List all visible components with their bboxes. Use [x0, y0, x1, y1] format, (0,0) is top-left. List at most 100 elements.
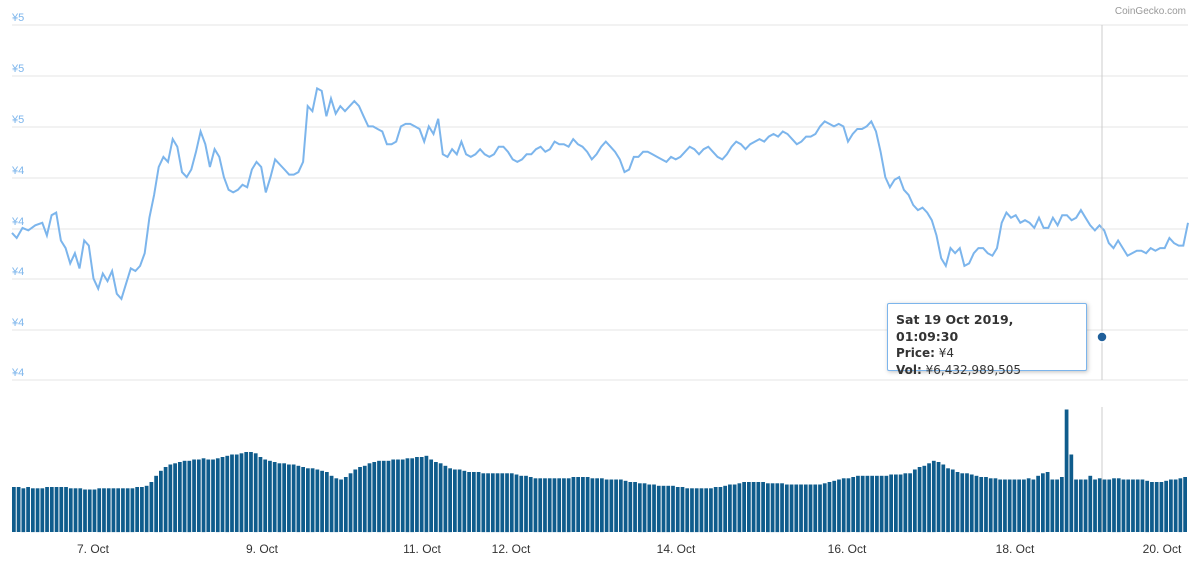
- volume-bar[interactable]: [377, 460, 381, 533]
- volume-bar[interactable]: [704, 488, 709, 533]
- volume-bar[interactable]: [244, 452, 249, 532]
- volume-bar[interactable]: [45, 487, 49, 532]
- volume-bar[interactable]: [1026, 478, 1031, 533]
- volume-bar[interactable]: [1102, 479, 1107, 533]
- volume-bar[interactable]: [813, 484, 818, 533]
- volume-bar[interactable]: [1135, 479, 1140, 533]
- volume-bar[interactable]: [268, 460, 272, 533]
- volume-bar[interactable]: [462, 470, 467, 533]
- volume-bar[interactable]: [339, 479, 343, 533]
- volume-bar[interactable]: [1003, 479, 1007, 533]
- hover-marker[interactable]: [1096, 331, 1108, 343]
- volume-bar[interactable]: [557, 478, 562, 533]
- volume-bar[interactable]: [803, 484, 808, 533]
- volume-bar[interactable]: [1083, 479, 1088, 533]
- volume-bar[interactable]: [590, 478, 595, 533]
- volume-bar[interactable]: [49, 487, 54, 532]
- volume-bar[interactable]: [931, 460, 936, 533]
- volume-bar[interactable]: [856, 475, 860, 533]
- volume-bar[interactable]: [1093, 479, 1097, 533]
- volume-bar[interactable]: [1050, 479, 1055, 533]
- volume-bar[interactable]: [519, 475, 524, 533]
- volume-bar[interactable]: [984, 477, 988, 532]
- volume-bar[interactable]: [974, 475, 979, 533]
- volume-bar[interactable]: [177, 462, 182, 532]
- volume-bar[interactable]: [552, 478, 557, 533]
- volume-bar[interactable]: [448, 468, 452, 533]
- volume-bar[interactable]: [912, 469, 917, 533]
- volume-bar[interactable]: [106, 488, 111, 533]
- volume-bar[interactable]: [652, 484, 656, 533]
- price-series[interactable]: [11, 86, 1189, 301]
- volume-bar[interactable]: [756, 482, 761, 532]
- volume-bar[interactable]: [1055, 479, 1059, 533]
- volume-bar[interactable]: [83, 489, 87, 533]
- volume-bar[interactable]: [637, 483, 642, 533]
- volume-bar[interactable]: [239, 453, 244, 533]
- volume-bar[interactable]: [955, 472, 960, 532]
- volume-bar[interactable]: [476, 472, 481, 532]
- volume-bar[interactable]: [135, 487, 140, 532]
- volume-bar[interactable]: [917, 467, 922, 532]
- volume-bar[interactable]: [381, 460, 386, 533]
- volume-bar[interactable]: [851, 477, 856, 532]
- volume-bar[interactable]: [391, 459, 396, 533]
- volume-bar[interactable]: [495, 473, 500, 533]
- volume-bar[interactable]: [144, 485, 149, 533]
- volume-bar[interactable]: [547, 478, 552, 533]
- volume-bar[interactable]: [1012, 479, 1017, 533]
- volume-bar[interactable]: [780, 483, 784, 533]
- volume-bar[interactable]: [898, 474, 903, 533]
- volume-bar[interactable]: [453, 469, 457, 533]
- volume-bar[interactable]: [320, 470, 324, 533]
- volume-bar[interactable]: [187, 460, 192, 533]
- volume-bar[interactable]: [1178, 478, 1183, 533]
- volume-bar[interactable]: [765, 483, 770, 533]
- volume-bar[interactable]: [1183, 477, 1187, 532]
- volume-bar[interactable]: [424, 455, 429, 533]
- volume-bar[interactable]: [846, 478, 851, 533]
- volume-bar[interactable]: [709, 488, 713, 533]
- volume-bar[interactable]: [159, 470, 163, 533]
- volume-bar[interactable]: [434, 462, 438, 532]
- volume-bar[interactable]: [1064, 409, 1069, 533]
- volume-bar[interactable]: [927, 463, 931, 533]
- volume-bar[interactable]: [438, 463, 443, 533]
- volume-bar[interactable]: [310, 468, 315, 533]
- volume-bar[interactable]: [713, 487, 718, 532]
- volume-bar[interactable]: [291, 464, 296, 533]
- volume-bar[interactable]: [690, 488, 694, 533]
- volume-bar[interactable]: [950, 469, 955, 533]
- volume-bar[interactable]: [182, 460, 187, 533]
- volume-bar[interactable]: [1041, 473, 1045, 533]
- volume-bar[interactable]: [789, 484, 794, 533]
- volume-bar[interactable]: [965, 473, 969, 533]
- volume-bar[interactable]: [35, 488, 40, 533]
- volume-bar[interactable]: [723, 485, 728, 533]
- volume-bar[interactable]: [343, 477, 348, 532]
- volume-bar[interactable]: [234, 454, 239, 533]
- volume-bar[interactable]: [618, 479, 623, 533]
- volume-bar[interactable]: [471, 472, 476, 532]
- volume-bar[interactable]: [230, 454, 234, 533]
- volume-bar[interactable]: [253, 453, 258, 533]
- volume-bar[interactable]: [903, 473, 908, 533]
- volume-bar[interactable]: [946, 468, 950, 533]
- volume-bar[interactable]: [97, 488, 102, 533]
- volume-bar[interactable]: [54, 487, 59, 532]
- volume-bar[interactable]: [1078, 479, 1083, 533]
- volume-bar[interactable]: [1164, 480, 1169, 533]
- volume-bar[interactable]: [249, 452, 253, 532]
- volume-bar[interactable]: [367, 463, 372, 533]
- volume-bar[interactable]: [528, 477, 533, 532]
- volume-bar[interactable]: [1107, 479, 1112, 533]
- volume-bar[interactable]: [595, 478, 599, 533]
- volume-bar[interactable]: [329, 475, 334, 533]
- volume-bar[interactable]: [215, 458, 220, 533]
- volume-bar[interactable]: [751, 482, 756, 532]
- volume-bar[interactable]: [884, 475, 889, 533]
- price-line[interactable]: [11, 86, 1189, 301]
- volume-bar[interactable]: [732, 484, 737, 533]
- volume-bar[interactable]: [505, 473, 509, 533]
